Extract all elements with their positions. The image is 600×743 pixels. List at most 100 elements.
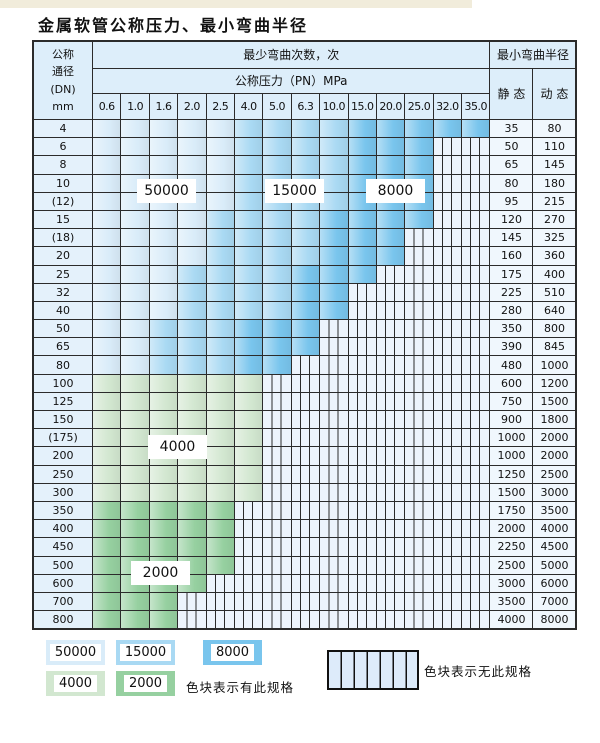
spec-cell: [234, 465, 263, 483]
spec-cell: [320, 156, 348, 174]
legend-swatch-15000: 15000: [116, 640, 175, 665]
legend-swatch-2000: 2000: [116, 671, 175, 696]
spec-cell: [93, 283, 121, 301]
dynamic-cell: 640: [533, 301, 576, 320]
nospec-cell: [263, 374, 291, 392]
spec-cell: [206, 465, 234, 483]
nospec-cell: [405, 556, 433, 574]
dn-cell: 200: [34, 447, 92, 465]
nospec-cell: [433, 465, 462, 483]
pressure-table-wrap: 公称 通径 (DN) mm 最少弯曲次数，次 最小弯曲半径 公称压力（PN）MPa 静 态动 …: [32, 40, 578, 631]
nospec-cell: [405, 247, 433, 265]
cycle-count-label: 8000: [367, 180, 424, 202]
nospec-cell: [234, 574, 263, 592]
spec-cell: [263, 120, 291, 138]
spec-cell: [121, 465, 149, 483]
nospec-cell: [405, 356, 433, 374]
dynamic-cell: 4500: [533, 538, 576, 556]
spec-cell: [234, 301, 263, 320]
nospec-cell: [405, 501, 433, 520]
spec-cell: [206, 247, 234, 265]
spec-cell: [320, 120, 348, 138]
dynamic-cell: 3000: [533, 483, 576, 501]
nospec-cell: [234, 611, 263, 629]
spec-cell: [234, 247, 263, 265]
nospec-cell: [405, 338, 433, 356]
spec-cell: [206, 483, 234, 501]
dynamic-cell: 6000: [533, 574, 576, 592]
spec-cell: [234, 356, 263, 374]
spec-cell: [234, 174, 263, 192]
nospec-cell: [320, 411, 348, 429]
cycles-header: 最少弯曲次数，次: [93, 42, 490, 68]
legend-swatch-label: 15000: [119, 644, 172, 661]
static-cell: 350: [490, 320, 533, 338]
nospec-cell: [263, 556, 291, 574]
spec-cell: [178, 356, 206, 374]
spec-cell: [178, 483, 206, 501]
dn-cell: 32: [34, 283, 92, 301]
dn-cell: 80: [34, 356, 92, 374]
nospec-cell: [206, 611, 234, 629]
nospec-cell: [263, 411, 291, 429]
nospec-cell: [348, 501, 376, 520]
spec-cell: [93, 611, 121, 629]
spec-cell: [320, 283, 348, 301]
dynamic-header: 动 态: [533, 69, 576, 119]
dn-cell: 800: [34, 611, 92, 629]
spec-cell: [263, 320, 291, 338]
spec-cell: [178, 301, 206, 320]
nospec-cell: [348, 520, 376, 538]
spec-cell: [93, 138, 121, 156]
spec-cell: [149, 210, 178, 229]
pressure-col-header: 2.0: [178, 94, 206, 119]
nospec-cell: [291, 483, 320, 501]
spec-cell: [93, 120, 121, 138]
nospec-cell: [462, 429, 490, 447]
nospec-cell: [234, 520, 263, 538]
legend-swatch-label: 2000: [123, 675, 168, 692]
spec-cell: [291, 138, 320, 156]
nospec-cell: [263, 465, 291, 483]
nospec-cell: [433, 592, 462, 611]
pressure-col-header: 5.0: [263, 94, 291, 119]
spec-cell: [178, 156, 206, 174]
spec-cell: [149, 465, 178, 483]
nospec-cell: [263, 520, 291, 538]
static-cell: 4000: [490, 611, 533, 629]
dynamic-cell: 1500: [533, 392, 576, 410]
spec-cell: [178, 210, 206, 229]
dynamic-cell: 2000: [533, 447, 576, 465]
spec-cell: [206, 174, 234, 192]
spec-cell: [178, 283, 206, 301]
dn-cell: 450: [34, 538, 92, 556]
nospec-cell: [291, 574, 320, 592]
nospec-cell: [433, 283, 462, 301]
nospec-cell: [348, 411, 376, 429]
nospec-cell: [462, 174, 490, 192]
nospec-cell: [376, 574, 405, 592]
spec-cell: [93, 174, 121, 192]
spec-cell: [206, 138, 234, 156]
nospec-cell: [433, 429, 462, 447]
spec-cell: [348, 138, 376, 156]
nospec-cell: [405, 301, 433, 320]
legend-swatch-label: 8000: [210, 644, 255, 661]
spec-cell: [178, 392, 206, 410]
spec-cell: [178, 338, 206, 356]
spec-cell: [263, 247, 291, 265]
dynamic-cell: 4000: [533, 520, 576, 538]
nospec-cell: [462, 338, 490, 356]
spec-cell: [234, 320, 263, 338]
spec-cell: [376, 156, 405, 174]
spec-cell: [121, 229, 149, 247]
nospec-cell: [376, 501, 405, 520]
spec-cell: [206, 429, 234, 447]
spec-cell: [93, 374, 121, 392]
nospec-cell: [291, 356, 320, 374]
dn-cell: 25: [34, 265, 92, 283]
spec-cell: [234, 265, 263, 283]
nospec-cell: [462, 320, 490, 338]
nospec-cell: [291, 592, 320, 611]
spec-cell: [121, 356, 149, 374]
